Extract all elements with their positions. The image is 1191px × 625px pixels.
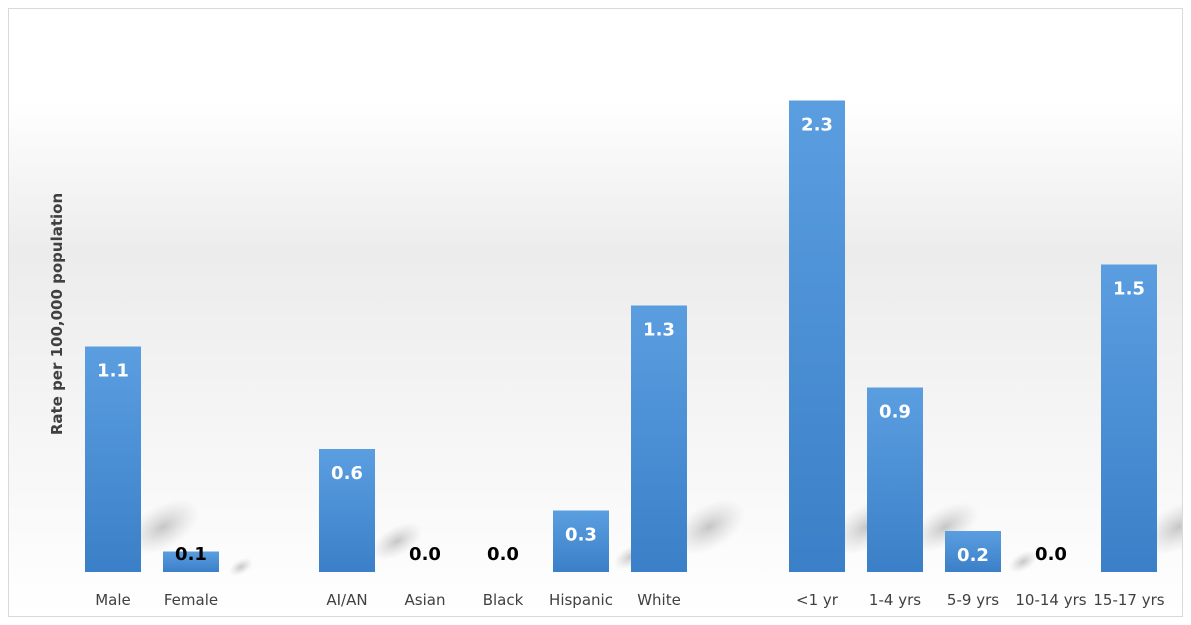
data-label-female: 0.1 <box>175 544 207 565</box>
category-label-white: White <box>637 591 681 609</box>
bar-shadow-15-17-yrs <box>1142 499 1182 555</box>
category-label-15-17-yrs: 15-17 yrs <box>1093 591 1164 609</box>
bar-shadow-5-9-yrs <box>1008 550 1038 573</box>
y-axis-title: Rate per 100,000 population <box>48 193 66 435</box>
category-label-5-9-yrs: 5-9 yrs <box>947 591 999 609</box>
data-label-asian: 0.0 <box>409 544 441 565</box>
data-label-hispanic: 0.3 <box>565 525 597 546</box>
bar-1-4-yrs <box>867 387 923 572</box>
bar-15-17-yrs <box>1101 264 1157 572</box>
bar-shadow-male <box>126 499 200 555</box>
bar-hispanic <box>553 510 609 572</box>
category-label-10-14-yrs: 10-14 yrs <box>1015 591 1086 609</box>
category-label-1-4-yrs: 1-4 yrs <box>869 591 921 609</box>
bar-shadow-ai-an <box>371 522 423 561</box>
category-label-hispanic: Hispanic <box>549 591 613 609</box>
data-label-15-17-yrs: 1.5 <box>1113 279 1145 300</box>
category-label-male: Male <box>95 591 131 609</box>
data-label-1-4-yrs: 0.9 <box>879 402 911 423</box>
data-label-male: 1.1 <box>97 361 129 382</box>
bar-white <box>631 305 687 572</box>
data-label-10-14-yrs: 0.0 <box>1035 544 1067 565</box>
bar-ai-an <box>319 449 375 572</box>
category-label-black: Black <box>483 591 524 609</box>
category-label-1-yr: <1 yr <box>796 591 839 609</box>
data-label-5-9-yrs: 0.2 <box>957 545 989 566</box>
bar-male <box>85 346 141 572</box>
bar-shadow-white <box>672 499 746 555</box>
chart-area: Rate per 100,000 population 1.1 0.1 0.6 0.0… <box>8 8 1183 617</box>
category-labels: Male Female AI/AN Asian Black Hispanic White <1… <box>95 591 1165 609</box>
data-label-1-yr: 2.3 <box>801 115 833 136</box>
category-label-asian: Asian <box>405 591 446 609</box>
category-label-ai-an: AI/AN <box>326 591 367 609</box>
data-label-ai-an: 0.6 <box>331 463 363 484</box>
bar-shadow-female <box>229 557 253 577</box>
data-label-white: 1.3 <box>643 320 675 341</box>
bar-5-9-yrs <box>945 531 1001 572</box>
bars: 1.1 0.1 0.6 0.0 0.0 0.3 1.3 2.3 0.9 0.2 0.0 1.5 <box>85 100 1157 572</box>
bar-1-yr <box>789 100 845 572</box>
bar-shadow-1-4-yrs <box>911 502 979 552</box>
data-label-black: 0.0 <box>487 544 519 565</box>
bar-chart: Rate per 100,000 population 1.1 0.1 0.6 0.0… <box>48 100 1182 609</box>
bar-female <box>163 551 219 572</box>
category-label-female: Female <box>164 591 218 609</box>
